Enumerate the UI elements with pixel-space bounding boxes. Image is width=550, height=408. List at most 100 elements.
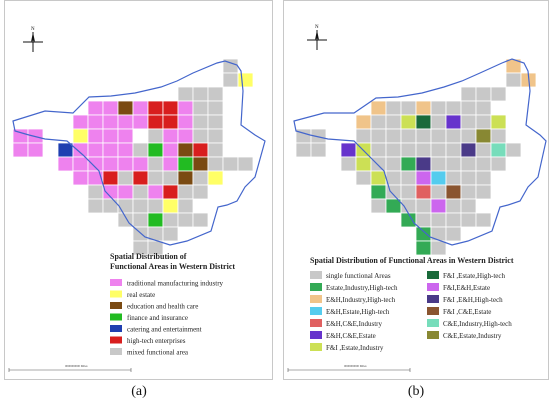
map-cell	[415, 114, 432, 130]
legend-label: F&I,E&H,Estate	[443, 284, 490, 292]
north-arrow-icon: N	[307, 25, 327, 50]
map-cell	[87, 142, 104, 158]
legend-label: E&H,Estate,High-tech	[326, 308, 390, 316]
map-cell	[87, 100, 104, 116]
map-cell	[207, 114, 224, 130]
legend-swatch	[110, 313, 122, 321]
map-cell	[117, 198, 134, 214]
map-cell	[102, 156, 119, 172]
map-cell	[117, 184, 134, 200]
legend-label: F&I ,Estate,High-tech	[443, 272, 506, 280]
legend-label: E&H,C&E,Estate	[326, 332, 376, 340]
map-cell	[177, 170, 194, 186]
map-cell	[490, 156, 507, 172]
map-cell	[370, 156, 387, 172]
map-cell	[177, 212, 194, 228]
map-cell	[460, 156, 477, 172]
map-cell	[430, 156, 447, 172]
map-cell	[475, 100, 492, 116]
legend-swatch	[110, 302, 122, 309]
map-cell	[72, 128, 89, 144]
map-cell	[295, 142, 312, 158]
legend-label: high-tech enterprises	[127, 337, 186, 345]
map-cell	[370, 170, 387, 186]
legend-label: finance and insurance	[127, 314, 188, 322]
map-cell	[430, 170, 447, 186]
map-cell	[87, 184, 104, 200]
map-cell	[430, 100, 447, 116]
map-cell	[117, 128, 134, 144]
map-cell	[117, 114, 134, 130]
map-cell	[177, 100, 194, 116]
grid-cells-b	[295, 58, 537, 256]
map-cell	[400, 156, 417, 172]
map-cell	[147, 156, 164, 172]
map-cell	[385, 128, 402, 144]
map-cell	[177, 86, 194, 102]
map-cell	[147, 114, 164, 130]
caption-a: (a)	[131, 384, 147, 399]
map-cell	[460, 128, 477, 144]
map-cell	[87, 198, 104, 214]
map-cell	[400, 212, 417, 228]
legend-swatch	[310, 319, 322, 327]
map-cell	[72, 156, 89, 172]
map-cell	[162, 170, 179, 186]
legend-label: education and health care	[127, 303, 198, 311]
map-cell	[102, 128, 119, 144]
map-cell	[415, 198, 432, 214]
map-cell	[475, 114, 492, 130]
legend-b: Spatial Distribution of Functional Areas…	[310, 256, 514, 352]
map-cell	[102, 114, 119, 130]
north-label: N	[315, 25, 319, 30]
map-cell	[385, 142, 402, 158]
map-cell	[207, 86, 224, 102]
map-cell	[370, 114, 387, 130]
map-cell	[460, 86, 477, 102]
map-cell	[132, 184, 149, 200]
map-cell	[400, 128, 417, 144]
map-cell	[132, 156, 149, 172]
legend-swatch	[110, 325, 122, 332]
legend-swatch	[110, 336, 122, 344]
map-cell	[355, 114, 372, 130]
map-cell	[192, 170, 209, 186]
legend-label: single functional Areas	[326, 272, 391, 280]
map-cell	[132, 212, 149, 228]
map-cell	[370, 100, 387, 116]
legend-a: Spatial Distribution of Functional Areas…	[110, 252, 235, 357]
map-cell	[72, 170, 89, 186]
legend-swatch	[427, 271, 439, 279]
map-cell	[430, 114, 447, 130]
map-cell	[132, 198, 149, 214]
legend-swatch	[427, 283, 439, 291]
map-cell	[87, 128, 104, 144]
map-cell	[370, 128, 387, 144]
map-cell	[177, 142, 194, 158]
map-cell	[12, 142, 29, 158]
map-cell	[370, 184, 387, 200]
map-cell	[27, 142, 44, 158]
map-cell	[207, 170, 224, 186]
map-cell	[207, 100, 224, 116]
map-cell	[57, 142, 74, 158]
map-cell	[415, 128, 432, 144]
map-cell	[147, 100, 164, 116]
map-cell	[370, 198, 387, 214]
map-cell	[415, 240, 432, 256]
map-cell	[117, 156, 134, 172]
map-cell	[177, 128, 194, 144]
map-cell	[192, 114, 209, 130]
map-cell	[475, 156, 492, 172]
map-cell	[400, 170, 417, 186]
map-cell	[162, 100, 179, 116]
map-cell	[400, 114, 417, 130]
map-cell	[192, 100, 209, 116]
map-cell	[445, 114, 462, 130]
map-cell	[505, 72, 522, 88]
grid-cells-a	[12, 58, 254, 256]
scale-label-b: 0000000000 Miles	[344, 364, 367, 368]
map-cell	[460, 100, 477, 116]
map-cell	[400, 100, 417, 116]
map-cell	[385, 156, 402, 172]
